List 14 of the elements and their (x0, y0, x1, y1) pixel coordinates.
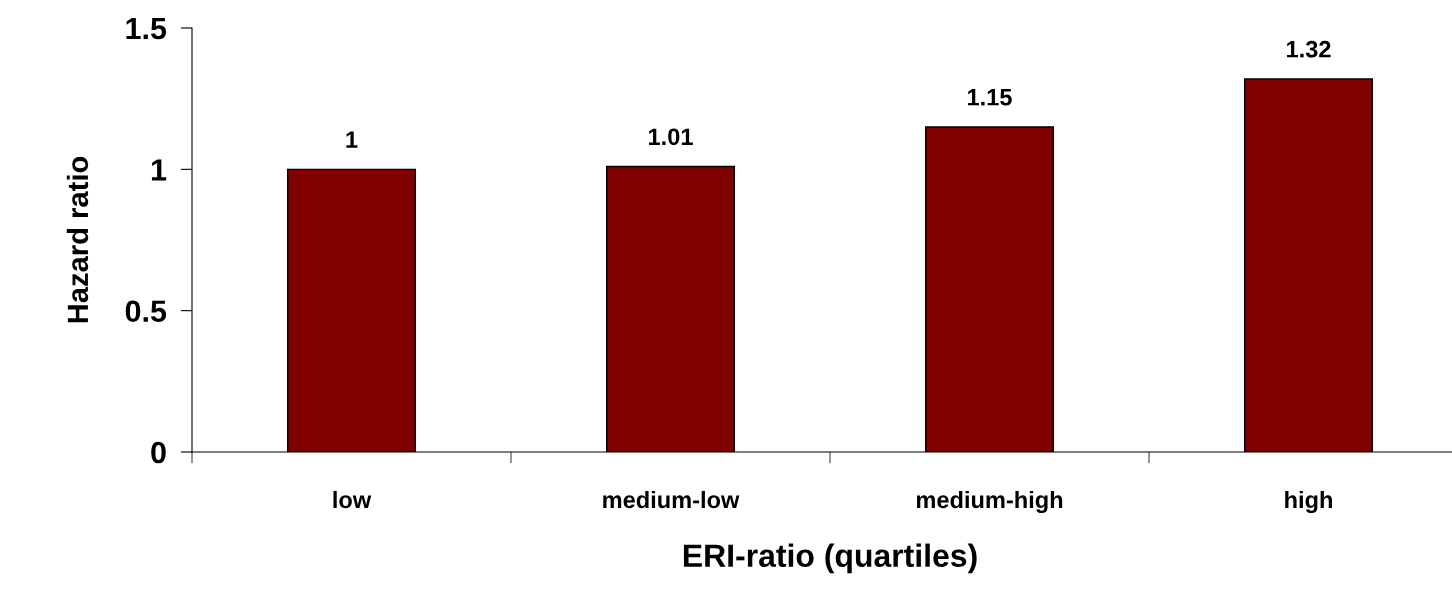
y-tick-label: 0.5 (125, 300, 167, 323)
y-axis-title: Hazard ratio (66, 156, 89, 323)
data-label: 1 (346, 131, 358, 148)
x-axis-title: ERI-ratio (quartiles) (683, 543, 977, 574)
y-tick-label: 0 (151, 441, 166, 464)
data-label: 1.32 (1287, 40, 1331, 58)
x-tick-label: medium-low (603, 490, 740, 509)
data-label: 1.15 (968, 89, 1012, 106)
data-label: 1.01 (649, 128, 693, 146)
x-tick-label: low (333, 490, 372, 509)
y-tick-label: 1.5 (126, 18, 167, 40)
y-tick-label: 1 (151, 159, 167, 181)
x-tick-label: medium-high (916, 490, 1063, 513)
x-tick-label: high (1285, 490, 1332, 513)
